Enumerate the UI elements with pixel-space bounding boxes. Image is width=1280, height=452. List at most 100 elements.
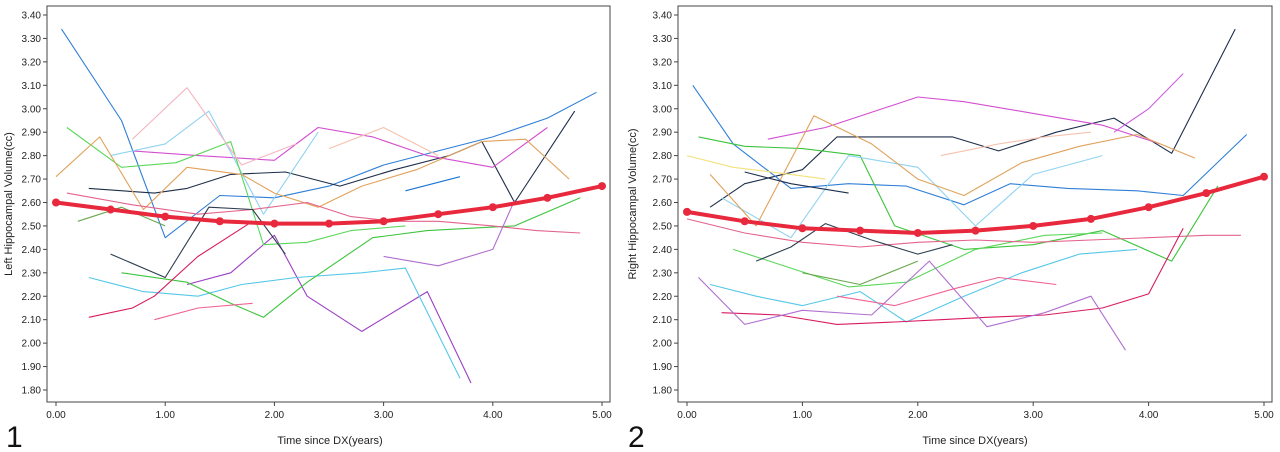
fitted-mean-curve bbox=[685, 174, 1266, 235]
y-tick-label: 3.10 bbox=[653, 81, 673, 92]
subject-trajectory-9 bbox=[686, 218, 1241, 248]
y-tick-label: 3.20 bbox=[653, 57, 673, 68]
y-tick-label: 1.80 bbox=[653, 386, 673, 397]
y-tick-label: 2.20 bbox=[22, 292, 42, 303]
subject-trajectory-1 bbox=[61, 28, 597, 239]
subject-trajectory-10 bbox=[66, 192, 581, 234]
subject-trajectory-15 bbox=[686, 155, 826, 180]
y-tick-label: 2.10 bbox=[653, 315, 673, 326]
subject-trajectory-11 bbox=[698, 260, 1126, 351]
x-tick-label: 5.00 bbox=[592, 410, 612, 421]
fitted-point bbox=[215, 217, 224, 226]
subject-trajectory-3 bbox=[767, 96, 1161, 145]
x-tick-label: 3.00 bbox=[1023, 410, 1043, 421]
x-tick-label: 0.00 bbox=[46, 410, 66, 421]
x-tick-label: 0.00 bbox=[677, 410, 697, 421]
plot-frame bbox=[46, 5, 611, 403]
subject-trajectory-16 bbox=[77, 206, 166, 227]
y-tick-label: 1.90 bbox=[653, 362, 673, 373]
plot-frame bbox=[677, 5, 1273, 403]
fitted-point bbox=[1144, 203, 1153, 212]
subject-trajectory-9 bbox=[55, 136, 570, 211]
panel-right-hippocampal: 1.80 1.90 2.00 2.10 2.20 2.30 2.40 2.50 2.60 2.70… bbox=[627, 5, 1274, 452]
x-tick-label: 4.00 bbox=[483, 410, 503, 421]
x-tick-label: 5.00 bbox=[1254, 410, 1274, 421]
y-tick-label: 2.80 bbox=[653, 151, 673, 162]
subject-trajectory-8 bbox=[121, 197, 581, 318]
subject-trajectory-1 bbox=[709, 28, 1236, 208]
y-tick-label: 3.30 bbox=[653, 34, 673, 45]
subject-trajectory-17 bbox=[940, 131, 1091, 157]
fitted-point bbox=[325, 219, 333, 228]
y-tick-label: 3.40 bbox=[22, 11, 42, 22]
y-tick-label: 2.20 bbox=[653, 292, 673, 303]
y-axis-title: Left Hippocampal Volume(cc) bbox=[3, 132, 15, 276]
panel-number: 1 bbox=[6, 421, 23, 452]
y-tick-label: 2.00 bbox=[22, 339, 42, 350]
x-axis-title: Time since DX(years) bbox=[277, 435, 382, 447]
x-tick-label: 3.00 bbox=[374, 410, 394, 421]
subject-trajectory-2 bbox=[88, 110, 576, 204]
subject-trajectory-6 bbox=[733, 232, 1103, 288]
subject-trajectory-16 bbox=[744, 171, 849, 194]
subject-trajectory-11 bbox=[88, 220, 253, 318]
subject-trajectory-18 bbox=[802, 260, 919, 286]
subject-trajectory-10 bbox=[721, 228, 1184, 325]
y-tick-label: 2.30 bbox=[653, 268, 673, 279]
y-tick-label: 2.60 bbox=[653, 198, 673, 209]
fitted-point bbox=[1029, 221, 1038, 230]
subject-trajectory-14 bbox=[132, 87, 297, 166]
y-tick-label: 3.20 bbox=[22, 57, 42, 68]
subject-trajectory-18 bbox=[383, 199, 516, 267]
x-tick-label: 4.00 bbox=[1139, 410, 1159, 421]
y-tick-label: 3.00 bbox=[22, 104, 42, 115]
subject-trajectory-5 bbox=[698, 136, 1219, 262]
y-tick-label: 2.30 bbox=[22, 268, 42, 279]
subject-trajectory-15 bbox=[328, 126, 439, 157]
fitted-point bbox=[598, 182, 606, 191]
subject-trajectory-4 bbox=[1113, 73, 1184, 133]
panel-left-hippocampal: 1.80 1.90 2.00 2.10 2.20 2.30 2.40 2.50 2.60 2.70… bbox=[3, 5, 612, 452]
y-tick-label: 2.50 bbox=[22, 221, 42, 232]
y-tick-label: 2.40 bbox=[22, 245, 42, 256]
subject-trajectory-2 bbox=[692, 84, 1248, 206]
y-tick-label: 1.90 bbox=[22, 362, 42, 373]
subject-trajectory-12 bbox=[709, 115, 1196, 227]
subject-trajectory-12 bbox=[154, 302, 253, 321]
x-tick-label: 2.00 bbox=[908, 410, 928, 421]
y-tick-label: 2.90 bbox=[653, 128, 673, 139]
subject-trajectory-5 bbox=[88, 267, 461, 379]
fitted-point bbox=[740, 217, 749, 226]
subject-trajectory-7 bbox=[709, 248, 1138, 323]
y-tick-label: 3.30 bbox=[22, 34, 42, 45]
subject-trajectory-7 bbox=[66, 127, 406, 246]
y-tick-label: 2.60 bbox=[22, 198, 42, 209]
fitted-point bbox=[543, 193, 552, 202]
y-tick-label: 2.40 bbox=[653, 245, 673, 256]
x-tick-label: 1.00 bbox=[155, 410, 175, 421]
fitted-point bbox=[683, 207, 691, 216]
y-tick-label: 3.00 bbox=[653, 104, 673, 115]
y-tick-label: 2.70 bbox=[22, 175, 42, 186]
y-tick-label: 2.00 bbox=[653, 339, 673, 350]
fitted-point bbox=[270, 219, 279, 228]
y-tick-label: 3.40 bbox=[653, 11, 673, 22]
subject-trajectory-3 bbox=[186, 234, 472, 384]
fitted-point bbox=[971, 226, 980, 235]
fitted-point bbox=[913, 228, 922, 237]
y-tick-label: 2.10 bbox=[22, 315, 42, 326]
fitted-point bbox=[1260, 172, 1268, 181]
fitted-point bbox=[856, 226, 865, 235]
fitted-point bbox=[1202, 189, 1211, 198]
x-axis-title: Time since DX(years) bbox=[922, 435, 1027, 447]
fitted-point bbox=[161, 212, 170, 221]
fitted-point bbox=[434, 210, 443, 219]
fitted-point bbox=[106, 205, 115, 214]
y-tick-label: 1.80 bbox=[22, 386, 42, 397]
subject-trajectory-4 bbox=[132, 126, 548, 168]
fitted-point bbox=[488, 203, 497, 212]
x-tick-label: 2.00 bbox=[265, 410, 285, 421]
y-tick-label: 2.50 bbox=[653, 221, 673, 232]
x-tick-label: 1.00 bbox=[793, 410, 813, 421]
